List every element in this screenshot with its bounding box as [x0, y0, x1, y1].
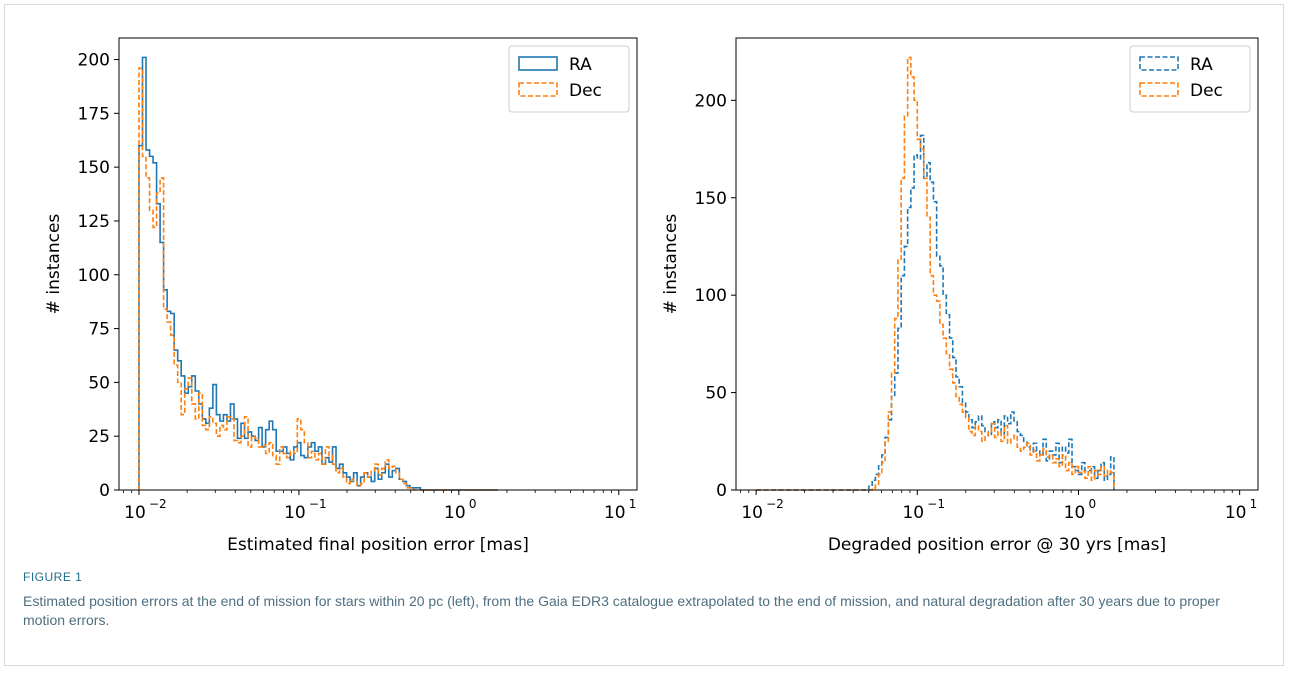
y-tick-label: 100: [695, 286, 727, 306]
x-tick-label: 10: [604, 503, 626, 523]
legend-label-ra: RA: [1190, 55, 1213, 75]
y-tick-label: 150: [78, 158, 110, 178]
x-tick-exponent: −2: [766, 497, 784, 511]
y-tick-label: 200: [695, 91, 727, 111]
y-tick-label: 75: [88, 320, 110, 340]
legend-label-ra: RA: [569, 55, 592, 75]
figure-charts: 10 −2 10 −1 10 0 10 10255075100125150175200Esti…: [44, 37, 1259, 555]
x-tick-label: 10: [741, 503, 763, 523]
y-tick-label: 0: [716, 481, 727, 501]
x-tick-label: 10: [124, 503, 146, 523]
axes-frame: [118, 37, 638, 491]
y-tick-label: 200: [78, 51, 110, 71]
y-tick-label: 150: [695, 189, 727, 209]
figure-caption: Estimated position errors at the end of …: [23, 593, 1220, 628]
legend-label-dec: Dec: [569, 81, 602, 101]
y-tick-label: 25: [88, 427, 110, 447]
x-tick-exponent: −1: [309, 497, 327, 511]
x-tick-exponent: 1: [1250, 497, 1258, 511]
legend-swatch-dec: [518, 82, 558, 97]
x-axis-label: Estimated final position error [mas]: [227, 535, 529, 555]
x-tick-exponent: −2: [149, 497, 167, 511]
x-tick-label: 10: [284, 503, 306, 523]
y-tick-label: 50: [705, 384, 727, 404]
axes-frame: [735, 37, 1259, 491]
y-axis-label: # instances: [44, 214, 64, 315]
x-tick-label: 10: [902, 503, 924, 523]
figure-label: FIGURE 1: [23, 570, 83, 584]
legend-swatch-dec: [1139, 82, 1179, 97]
y-axis-label: # instances: [661, 214, 681, 315]
x-tick-label: 10: [1225, 503, 1247, 523]
x-tick-exponent: −1: [927, 497, 945, 511]
y-tick-label: 175: [78, 104, 110, 124]
figure-frame: [4, 4, 1284, 666]
x-tick-label: 10: [1064, 503, 1086, 523]
y-tick-label: 50: [88, 373, 110, 393]
series-ra-histogram: [138, 56, 498, 491]
series-dec-histogram: [138, 67, 498, 491]
x-tick-exponent: 0: [469, 497, 477, 511]
y-tick-label: 125: [78, 212, 110, 232]
x-tick-exponent: 1: [629, 497, 637, 511]
left-histogram-panel: 10 −2 10 −1 10 0 10 10255075100125150175200Esti…: [44, 37, 638, 555]
legend-label-dec: Dec: [1190, 81, 1223, 101]
y-tick-label: 0: [99, 481, 110, 501]
x-tick-exponent: 0: [1088, 497, 1096, 511]
legend-swatch-ra: [1139, 56, 1179, 71]
y-tick-label: 100: [78, 266, 110, 286]
series-dec-histogram: [756, 56, 1115, 491]
x-axis-label: Degraded position error @ 30 yrs [mas]: [828, 535, 1166, 555]
series-ra-histogram: [756, 134, 1115, 491]
legend-swatch-ra: [518, 56, 558, 71]
x-tick-label: 10: [444, 503, 466, 523]
